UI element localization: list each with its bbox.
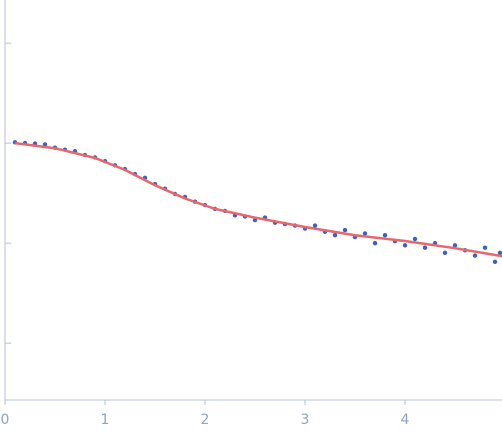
data-point <box>312 223 318 228</box>
data-point <box>472 253 478 258</box>
data-point <box>422 245 428 250</box>
data-point <box>372 240 378 246</box>
data-point <box>482 245 488 250</box>
data-point <box>442 250 448 256</box>
data-point <box>382 233 388 238</box>
x-tick-label: 2 <box>201 412 210 428</box>
data-point <box>362 231 368 236</box>
data-point <box>492 259 498 265</box>
x-tick-label: 1 <box>101 412 110 428</box>
data-point <box>452 243 458 248</box>
data-point <box>412 236 418 242</box>
data-point <box>342 227 348 233</box>
fit-line <box>14 141 502 258</box>
x-tick-label: 0 <box>1 412 10 428</box>
data-point <box>402 243 408 248</box>
x-tick-label: 3 <box>301 412 310 428</box>
data-point <box>332 233 338 238</box>
data-point <box>497 250 502 256</box>
x-tick-label: 4 <box>401 412 410 428</box>
